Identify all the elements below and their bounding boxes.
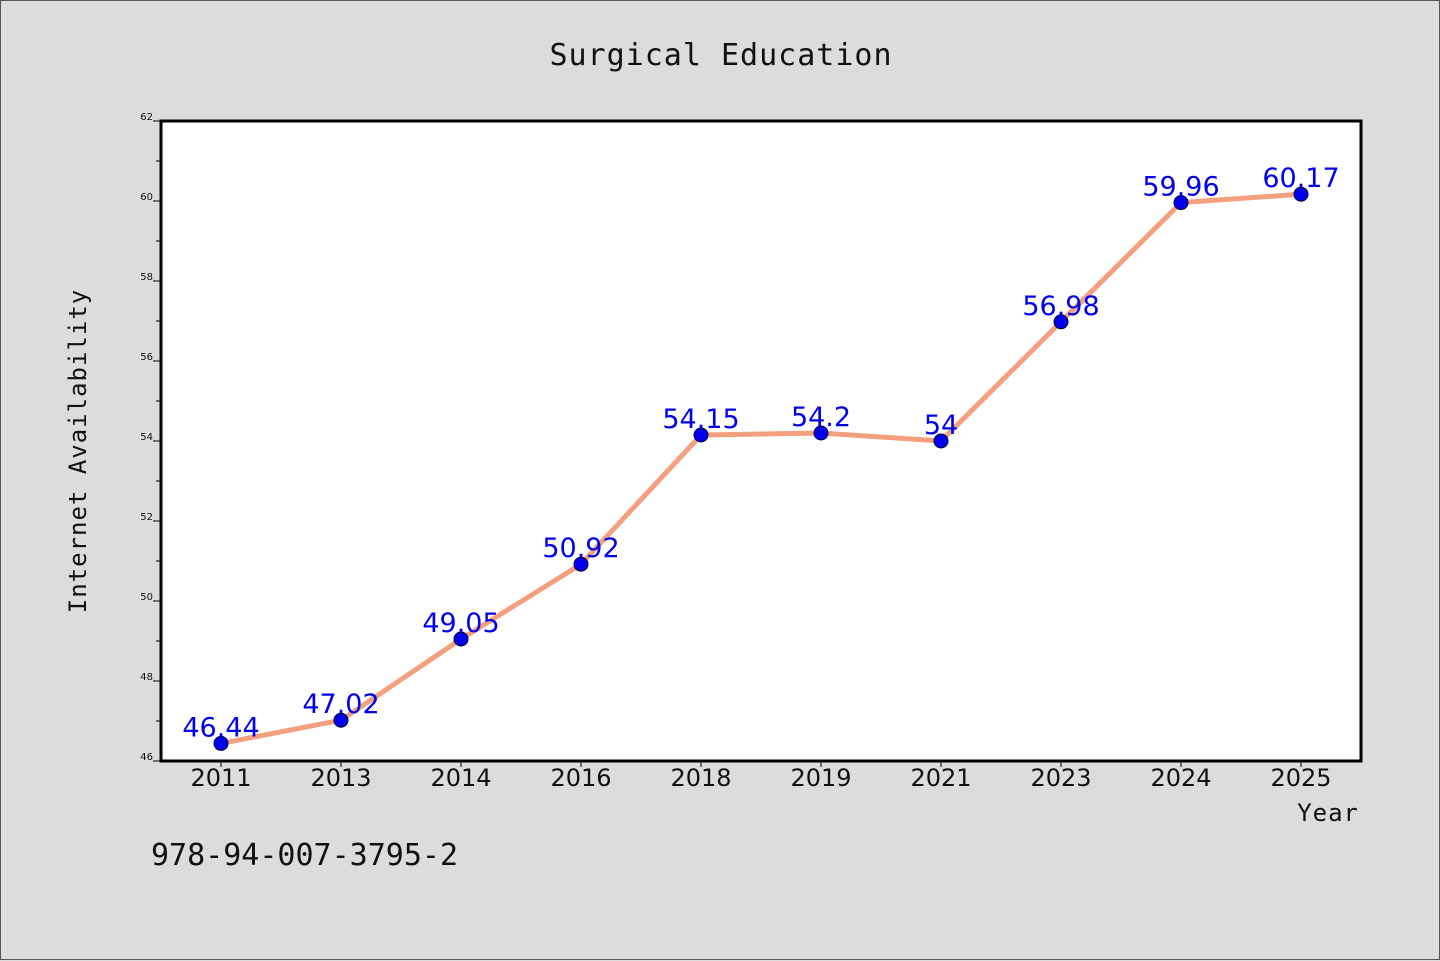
y-axis: 46 48 50 52 54 56 58 60 62 (140, 112, 161, 763)
x-tick-label: 2016 (550, 764, 611, 792)
y-tick-label: 58 (140, 272, 153, 283)
x-axis-label: Year (1297, 799, 1359, 827)
y-tick-label: 60 (140, 192, 153, 203)
data-point (213, 735, 229, 751)
x-axis: 2011 2013 2014 2016 2018 2019 2021 2023 2024 2025 (190, 761, 1332, 792)
x-tick-label: 2021 (910, 764, 971, 792)
data-label: 50.92 (542, 533, 619, 564)
x-tick-label: 2013 (310, 764, 371, 792)
data-point (933, 433, 949, 449)
data-point (573, 556, 589, 572)
data-label: 46.44 (182, 712, 259, 743)
y-tick-label: 52 (140, 512, 153, 523)
data-point (1293, 186, 1309, 202)
data-point (453, 631, 469, 647)
x-tick-label: 2018 (670, 764, 731, 792)
y-tick-label: 46 (140, 752, 153, 763)
y-tick-label: 54 (140, 432, 153, 443)
x-tick-label: 2024 (1150, 764, 1211, 792)
data-label: 49.05 (422, 608, 499, 639)
y-tick-label: 50 (140, 592, 153, 603)
x-tick-label: 2019 (790, 764, 851, 792)
data-label: 60.17 (1262, 163, 1339, 194)
data-point (1173, 195, 1189, 211)
series-line (218, 191, 1304, 746)
data-point (1053, 314, 1069, 330)
data-label: 54.15 (662, 404, 739, 435)
y-axis-label: Internet Availability (64, 289, 92, 613)
data-label: 59.96 (1142, 172, 1219, 203)
data-label: 47.02 (302, 689, 379, 720)
y-tick-label: 48 (140, 672, 153, 683)
isbn-footer: 978-94-007-3795-2 (151, 838, 458, 873)
x-tick-label: 2025 (1270, 764, 1331, 792)
x-tick-label: 2011 (190, 764, 251, 792)
chart-title: Surgical Education (549, 38, 892, 73)
series-layer: 46.44 47.02 49.05 50.92 54.15 54.2 54 56.98 59.9… (182, 163, 1340, 751)
data-point (693, 427, 709, 443)
plot-area (159, 119, 1363, 763)
x-tick-label: 2014 (430, 764, 491, 792)
y-tick-label: 62 (140, 112, 153, 123)
data-label: 56.98 (1022, 291, 1099, 322)
y-tick-label: 56 (140, 352, 153, 363)
data-label: 54 (924, 410, 958, 441)
x-tick-label: 2023 (1030, 764, 1091, 792)
data-point (333, 712, 349, 728)
data-label: 54.2 (791, 402, 851, 433)
data-point (813, 425, 829, 441)
